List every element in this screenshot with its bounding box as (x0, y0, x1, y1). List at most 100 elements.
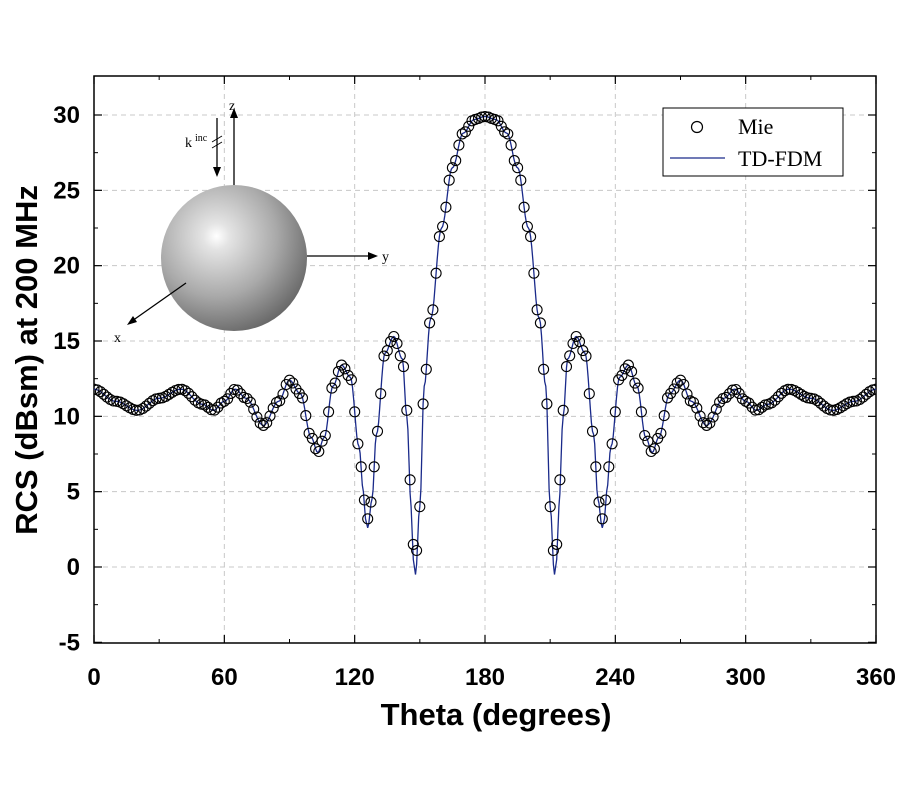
mie-marker (720, 391, 732, 403)
y-tick-label: 0 (67, 554, 80, 581)
mie-marker (388, 330, 400, 343)
mie-marker (586, 425, 599, 437)
mie-marker (590, 461, 602, 473)
mie-marker (459, 126, 471, 138)
y-tick-label: 10 (53, 403, 80, 430)
mie-marker (635, 406, 647, 418)
mie-marker (267, 402, 279, 414)
series-tdfdm (94, 115, 876, 575)
mie-marker (782, 383, 794, 395)
mie-marker (411, 544, 423, 557)
y-axis-title: RCS (dBsm) at 200 MHz (9, 185, 44, 535)
mie-marker (450, 155, 462, 167)
mie-marker (349, 406, 361, 418)
y-tick-label: 25 (53, 177, 80, 204)
mie-marker (560, 361, 573, 373)
mie-marker (182, 387, 195, 399)
mie-marker (300, 410, 312, 422)
mie-marker (847, 395, 859, 407)
x-tick-label: 0 (87, 664, 100, 691)
k-superscript: inc (195, 133, 208, 144)
mie-marker (362, 513, 374, 525)
mie-marker (355, 461, 367, 473)
x-tick-label: 240 (595, 664, 635, 691)
mie-marker (534, 317, 546, 329)
x-tick-label: 120 (335, 664, 375, 691)
mie-marker (547, 544, 559, 557)
series-mie (94, 110, 876, 557)
mie-marker (407, 538, 419, 550)
mie-marker (567, 337, 579, 350)
mie-marker (94, 383, 100, 395)
mie-marker (766, 397, 778, 409)
mie-marker (446, 162, 458, 174)
mie-marker (648, 443, 660, 455)
mie-marker (564, 350, 576, 362)
z-arrow-icon (230, 108, 238, 118)
mie-marker (769, 394, 781, 406)
mie-marker (433, 231, 445, 243)
mie-marker (603, 461, 615, 473)
mie-marker (772, 391, 784, 403)
y-tick-label: 5 (67, 479, 80, 506)
mie-marker (691, 402, 703, 414)
y-tick-label: 15 (53, 328, 80, 355)
y-tick-label: 20 (53, 253, 80, 280)
mie-marker (218, 395, 230, 407)
k-arrow-icon (213, 167, 221, 177)
sphere (161, 185, 307, 331)
mie-marker (424, 317, 436, 329)
x-tick-labels: 0 60 120 180 240 300 360 (87, 664, 896, 691)
mie-marker (626, 366, 638, 378)
mie-marker (531, 304, 543, 316)
mie-marker (332, 366, 344, 378)
mie-marker (733, 387, 745, 399)
mie-marker (792, 386, 804, 398)
x-axis-line (131, 282, 187, 322)
mie-marker (94, 386, 107, 398)
legend-mie-label: Mie (738, 114, 773, 139)
mie-marker (756, 401, 768, 413)
mie-marker (368, 461, 380, 473)
mie-marker (554, 474, 566, 486)
mie-marker (538, 363, 550, 375)
mie-marker (130, 404, 142, 416)
mie-marker (577, 345, 589, 357)
mie-marker (505, 139, 517, 151)
mie-marker (437, 220, 449, 233)
legend-box (662, 107, 844, 177)
mie-marker (254, 417, 266, 429)
mie-marker (336, 359, 348, 371)
mie-marker (818, 400, 830, 412)
mie-marker (404, 474, 416, 486)
mie-marker (710, 403, 722, 415)
mie-marker (345, 374, 357, 386)
mie-marker (557, 404, 569, 416)
mie-marker (795, 388, 807, 400)
mie-marker (837, 400, 849, 412)
mie-marker (430, 267, 442, 279)
mie-marker (251, 411, 263, 423)
legend: Mie TD-FDM (662, 107, 844, 177)
mie-marker (658, 410, 670, 422)
mie-marker (463, 120, 475, 132)
mie-marker (121, 400, 133, 412)
y-tick-label: 30 (53, 102, 80, 129)
mie-marker (414, 501, 426, 513)
sphere-inset: z k inc y x (114, 99, 389, 346)
x-tick-label: 300 (726, 664, 766, 691)
mie-marker (453, 139, 465, 151)
mie-marker (186, 391, 198, 403)
mie-marker (857, 391, 869, 403)
mie-marker (375, 388, 387, 400)
mie-marker (687, 396, 700, 409)
mie-marker (261, 417, 273, 429)
mie-marker (358, 494, 370, 506)
mie-marker (697, 417, 709, 429)
legend-mie-marker (690, 120, 704, 134)
legend-tdfdm-label: TD-FDM (738, 146, 822, 171)
mie-marker (257, 419, 269, 431)
mie-marker (306, 432, 318, 444)
mie-marker (283, 374, 296, 386)
